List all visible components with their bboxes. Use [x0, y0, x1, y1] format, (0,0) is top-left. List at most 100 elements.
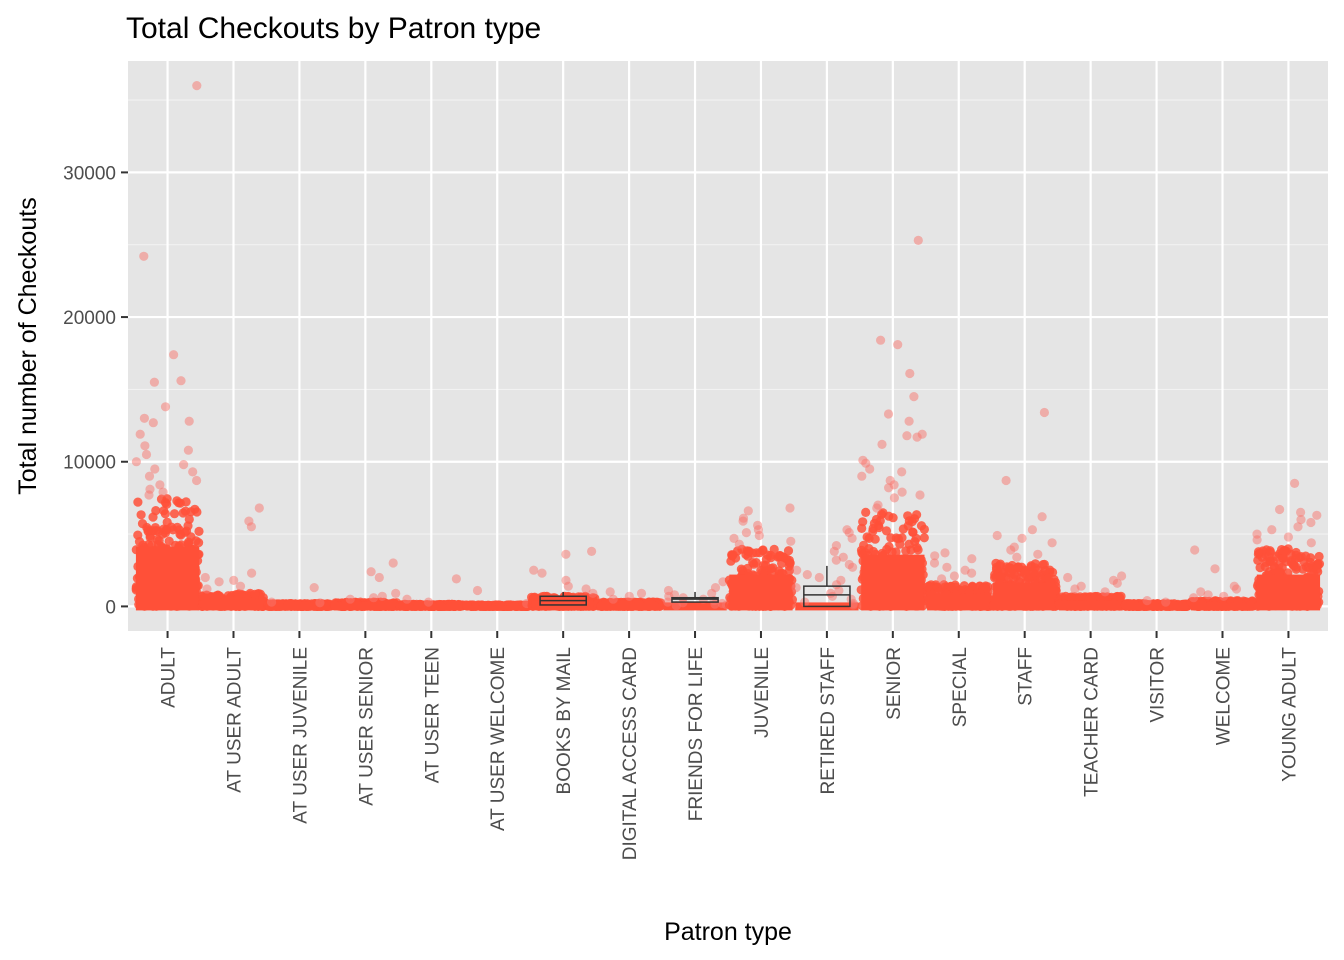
data-point	[916, 521, 927, 531]
data-point	[1312, 510, 1322, 520]
data-point	[913, 545, 923, 555]
data-point	[743, 563, 753, 574]
data-point	[529, 565, 539, 575]
data-point	[872, 503, 882, 513]
data-point	[180, 506, 191, 516]
dense-point-band	[267, 604, 332, 611]
y-tick-label: 0	[105, 597, 116, 618]
data-point	[902, 431, 912, 441]
data-point	[345, 594, 355, 604]
data-point	[831, 555, 841, 565]
data-point	[133, 497, 143, 507]
data-point	[1264, 552, 1274, 562]
dense-point-band	[399, 605, 463, 611]
data-point	[139, 251, 149, 261]
data-point	[940, 548, 950, 558]
data-point	[155, 480, 165, 490]
data-point	[581, 584, 591, 594]
data-point	[883, 409, 894, 419]
data-point	[1039, 407, 1049, 418]
x-tick-label: AT USER ADULT	[224, 647, 245, 793]
data-point	[744, 546, 754, 556]
dense-point-band	[729, 574, 793, 611]
data-point	[229, 575, 239, 586]
data-point	[1293, 522, 1303, 532]
dense-point-band	[465, 605, 529, 611]
data-point	[738, 516, 748, 526]
data-point	[915, 490, 925, 500]
data-point	[200, 572, 210, 583]
dense-point-band	[1124, 604, 1189, 611]
data-point	[889, 493, 900, 503]
data-point	[766, 564, 776, 574]
data-point	[1306, 538, 1316, 548]
data-point	[884, 511, 894, 521]
data-point	[366, 567, 376, 577]
data-point	[1196, 587, 1206, 597]
dense-point-band	[861, 554, 925, 611]
data-point	[848, 562, 858, 572]
y-tick-label: 10000	[63, 453, 116, 474]
data-point	[827, 591, 838, 601]
data-point	[1254, 547, 1264, 557]
data-point	[194, 526, 204, 537]
data-point	[309, 583, 319, 593]
data-point	[624, 591, 634, 601]
data-point	[246, 522, 256, 532]
data-point	[472, 585, 483, 596]
data-point	[919, 533, 929, 543]
data-point	[1189, 593, 1199, 603]
data-point	[1305, 557, 1315, 568]
dense-point-band	[135, 546, 200, 611]
data-point	[608, 594, 618, 604]
data-point	[181, 497, 191, 507]
data-point	[897, 533, 907, 543]
data-point	[153, 526, 163, 537]
data-point	[908, 527, 918, 537]
data-point	[1047, 538, 1057, 548]
data-point	[135, 429, 145, 439]
data-point	[1290, 478, 1300, 488]
data-point	[188, 467, 198, 477]
data-point	[904, 416, 914, 426]
data-point	[388, 558, 398, 568]
data-point	[537, 568, 547, 578]
x-tick-label: YOUNG ADULT	[1279, 647, 1300, 782]
data-point	[930, 551, 940, 561]
data-point	[1027, 525, 1037, 535]
data-point	[254, 503, 264, 513]
data-point	[315, 598, 325, 608]
data-point	[184, 416, 194, 426]
data-point	[769, 544, 779, 555]
data-point	[881, 526, 892, 536]
x-tick-label: STAFF	[1016, 647, 1037, 706]
y-tick-label: 20000	[63, 308, 116, 329]
data-point	[144, 490, 154, 500]
data-point	[149, 377, 159, 387]
data-point	[905, 368, 915, 379]
data-point	[942, 562, 952, 572]
x-tick-label: AT USER JUVENILE	[290, 647, 311, 824]
data-point	[755, 548, 765, 558]
data-point	[991, 562, 1002, 573]
data-point	[136, 510, 146, 520]
x-tick-label: AT USER TEEN	[422, 647, 443, 783]
data-point	[186, 532, 196, 542]
data-point	[198, 591, 208, 602]
data-point	[783, 546, 794, 556]
dense-point-band	[1190, 603, 1255, 611]
data-point	[874, 522, 884, 533]
dense-point-band	[927, 594, 991, 611]
dense-point-band	[1058, 600, 1123, 611]
data-point	[1252, 535, 1262, 545]
data-point	[923, 582, 933, 592]
y-axis-title: Total number of Checkouts	[14, 197, 42, 494]
data-point	[202, 584, 212, 594]
data-point	[857, 523, 867, 534]
data-point	[786, 536, 796, 546]
x-axis-title: Patron type	[664, 918, 792, 946]
data-point	[909, 392, 919, 402]
data-point	[1279, 546, 1289, 556]
x-tick-label: DIGITAL ACCESS CARD	[620, 647, 641, 860]
